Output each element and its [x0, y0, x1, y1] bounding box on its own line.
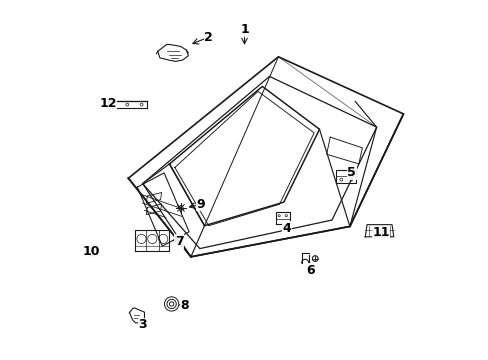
Text: 4: 4: [282, 222, 290, 235]
Text: 8: 8: [180, 299, 188, 312]
Text: 5: 5: [346, 166, 355, 179]
Text: 11: 11: [371, 226, 389, 239]
Text: 6: 6: [305, 264, 314, 276]
Text: 7: 7: [175, 235, 183, 248]
Text: 12: 12: [99, 97, 117, 110]
Text: 2: 2: [204, 31, 213, 44]
Text: 9: 9: [196, 198, 205, 211]
Text: 3: 3: [138, 318, 147, 331]
Text: 10: 10: [82, 245, 100, 258]
Text: 1: 1: [240, 23, 248, 36]
